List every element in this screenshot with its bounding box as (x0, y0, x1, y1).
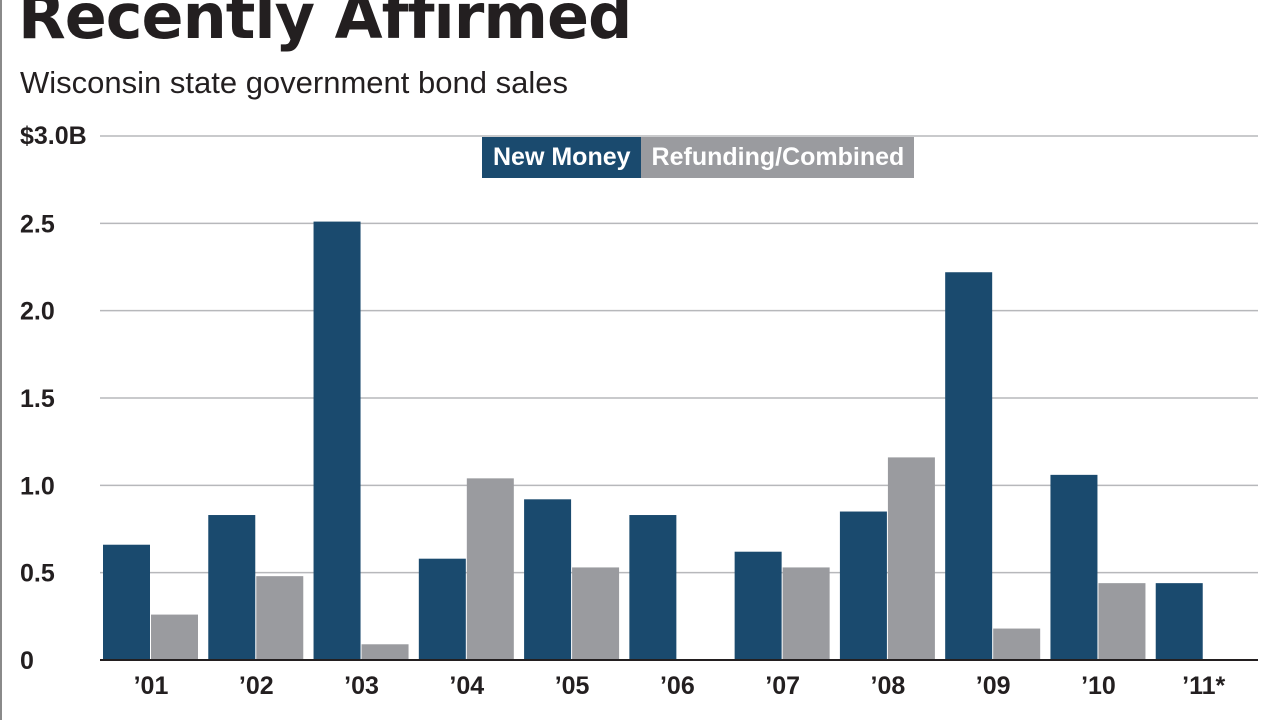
legend-new-money: New Money (482, 137, 641, 178)
y-tick-label: 1.5 (20, 385, 55, 413)
y-tick-label: 2.0 (20, 298, 55, 326)
x-tick-label: ’05 (555, 672, 590, 700)
legend-refunding-combined: Refunding/Combined (640, 137, 915, 178)
x-tick-label: ’02 (239, 672, 274, 700)
x-tick-label: ’01 (134, 672, 169, 700)
bar-refunding-combined (887, 457, 935, 660)
bar-refunding-combined (1098, 583, 1146, 660)
bar-refunding-combined (782, 567, 830, 660)
bar-new-money (839, 511, 887, 660)
bar-new-money (418, 558, 466, 660)
x-tick-label: ’03 (344, 672, 379, 700)
y-tick-label: 0 (20, 647, 34, 675)
bar-refunding-combined (151, 614, 198, 660)
bar-new-money (1155, 583, 1203, 660)
chart-subtitle: Wisconsin state government bond sales (20, 65, 568, 100)
y-tick-label: 0.5 (20, 560, 55, 588)
bar-refunding-combined (466, 478, 514, 660)
y-tick-label: 2.5 (20, 210, 55, 238)
y-tick-label: 1.0 (20, 472, 55, 500)
x-tick-label: ’08 (871, 672, 906, 700)
bar-new-money (313, 221, 361, 660)
x-tick-label: ’09 (976, 672, 1011, 700)
gridlines (100, 135, 1258, 574)
y-tick-label-top: $3.0B (20, 122, 87, 150)
bar-new-money (103, 544, 150, 660)
bar-refunding-combined (572, 567, 620, 660)
bar-new-money (208, 515, 256, 660)
bar-new-money (629, 515, 677, 660)
x-tick-label: ’10 (1081, 672, 1116, 700)
bar-refunding-combined (361, 644, 409, 660)
bar-new-money (1050, 474, 1098, 660)
bars (103, 221, 1203, 660)
bar-refunding-combined (256, 576, 304, 660)
bar-new-money (524, 499, 572, 660)
x-tick-label: ’07 (765, 672, 800, 700)
bar-refunding-combined (993, 628, 1041, 660)
x-tick-label: ’04 (449, 672, 484, 700)
left-border (0, 0, 2, 720)
legend: New Money Refunding/Combined (482, 137, 915, 178)
chart-title: Recently Affirmed (18, 0, 632, 53)
bar-new-money (734, 551, 782, 660)
x-tick-label: ’06 (660, 672, 695, 700)
axes: 0 0.5 1.0 1.5 2.0 2.5 ’01 ’02 ’03 ’04 ’05 ’06 ’07 ’08… (20, 210, 1258, 700)
x-tick-label: ’11* (1182, 672, 1225, 700)
bar-new-money (945, 272, 993, 660)
